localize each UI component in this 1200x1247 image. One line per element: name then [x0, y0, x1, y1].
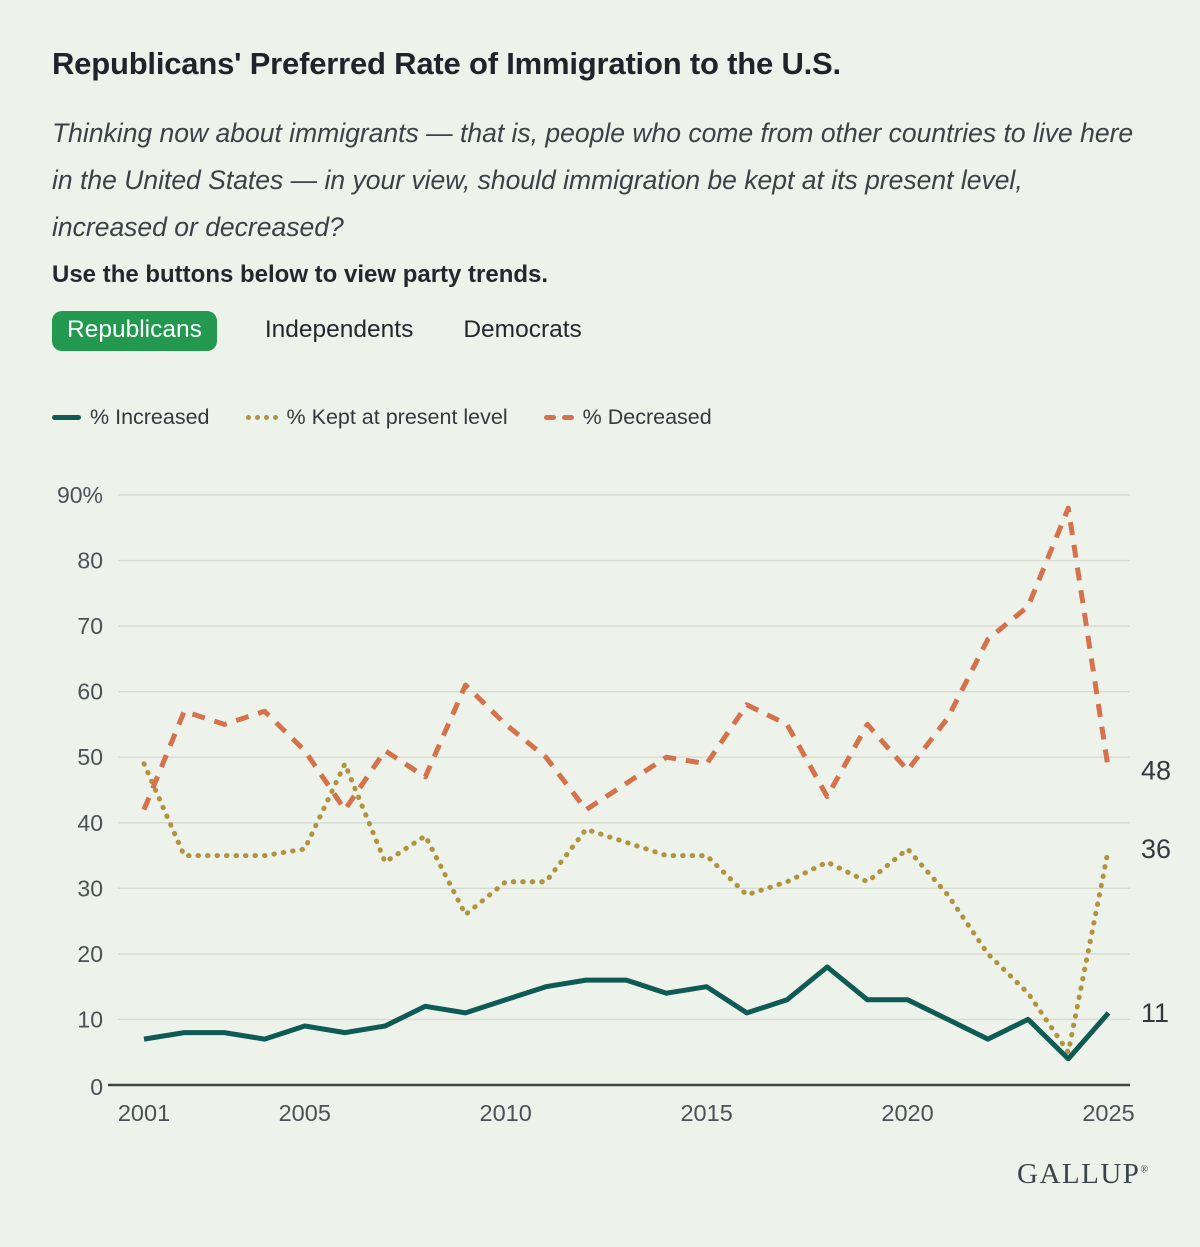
series-kept-line: [141, 761, 1111, 1055]
chart-header: Republicans' Preferred Rate of Immigrati…: [0, 0, 1200, 430]
instruction-text: Use the buttons below to view party tren…: [52, 261, 549, 289]
page-title: Republicans' Preferred Rate of Immigrati…: [52, 46, 841, 81]
party-tab-democrats[interactable]: Democrats: [461, 311, 583, 351]
gallup-logo: GALLUP®: [1017, 1158, 1148, 1191]
y-axis-label-30: 30: [77, 875, 103, 901]
legend-item-decreased: % Decreased: [543, 405, 712, 430]
chart-legend: % Increased % Kept at present level % Decr…: [52, 405, 1148, 430]
legend-item-kept: % Kept at present level: [245, 405, 508, 430]
increased-line-swatch: [52, 415, 81, 421]
end-value-label-kept: 36: [1141, 834, 1171, 864]
series-decreased-line: [141, 505, 1111, 813]
y-axis-label-90: 90%: [57, 482, 103, 508]
legend-label-increased: % Increased: [90, 405, 210, 430]
series-increased-line: [143, 964, 1111, 1062]
x-axis-label-2010: 2010: [480, 1100, 532, 1126]
legend-label-kept: % Kept at present level: [286, 405, 508, 430]
y-axis-label-70: 70: [77, 613, 103, 639]
x-axis-label-2025: 2025: [1082, 1100, 1134, 1126]
decreased-line-swatch: [543, 415, 574, 421]
x-axis-label-2020: 2020: [881, 1100, 933, 1126]
gallup-wordmark: GALLUP: [1017, 1158, 1141, 1190]
kept-line-swatch: [245, 415, 278, 421]
y-axis-label-40: 40: [77, 810, 103, 836]
y-axis-label-0: 0: [90, 1074, 103, 1100]
x-axis-label-2015: 2015: [680, 1100, 732, 1126]
survey-question: Thinking now about immigrants — that is,…: [52, 118, 1134, 243]
end-value-label-decreased: 48: [1141, 755, 1171, 785]
registered-mark: ®: [1140, 1164, 1148, 1176]
x-axis-label-2001: 2001: [118, 1100, 170, 1126]
y-axis-label-50: 50: [77, 744, 103, 770]
end-value-label-increased: 11: [1141, 998, 1169, 1028]
legend-label-decreased: % Decreased: [582, 405, 712, 430]
party-tabs: Republicans Independents Democrats: [52, 311, 1148, 352]
party-tab-independents[interactable]: Independents: [263, 311, 416, 351]
legend-item-increased: % Increased: [52, 405, 210, 430]
x-axis-label-2005: 2005: [279, 1100, 331, 1126]
y-axis-label-60: 60: [77, 679, 103, 705]
y-axis-label-20: 20: [77, 941, 103, 967]
y-axis-label-80: 80: [77, 548, 103, 574]
party-tab-republicans[interactable]: Republicans: [52, 311, 217, 352]
y-axis-label-10: 10: [77, 1006, 103, 1032]
